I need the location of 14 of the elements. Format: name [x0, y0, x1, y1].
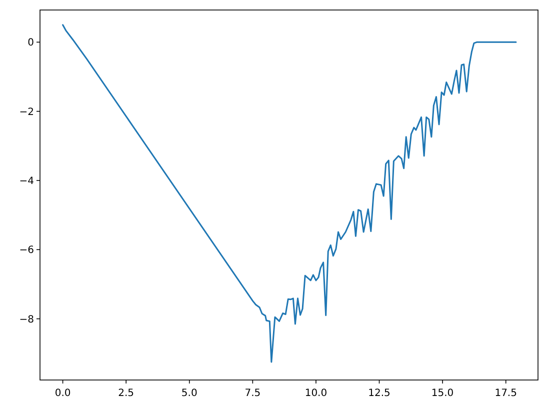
x-tick-label: 5.0	[181, 388, 198, 399]
y-tick-label: 0	[28, 38, 34, 49]
x-tick-label: 10.0	[304, 388, 328, 399]
x-tick-label: 15.0	[431, 388, 454, 399]
y-tick-label: −2	[19, 106, 34, 118]
y-tick-label: −6	[19, 245, 34, 256]
x-tick-label: 12.5	[368, 388, 390, 399]
x-tick-label: 17.5	[494, 388, 517, 399]
y-tick-label: −4	[19, 176, 34, 187]
line-series	[62, 24, 517, 363]
x-tick-label: 0.0	[54, 388, 71, 399]
x-tick-label: 2.5	[118, 388, 134, 399]
y-tick-label: −8	[19, 314, 34, 326]
x-tick-label: 7.5	[244, 388, 261, 399]
